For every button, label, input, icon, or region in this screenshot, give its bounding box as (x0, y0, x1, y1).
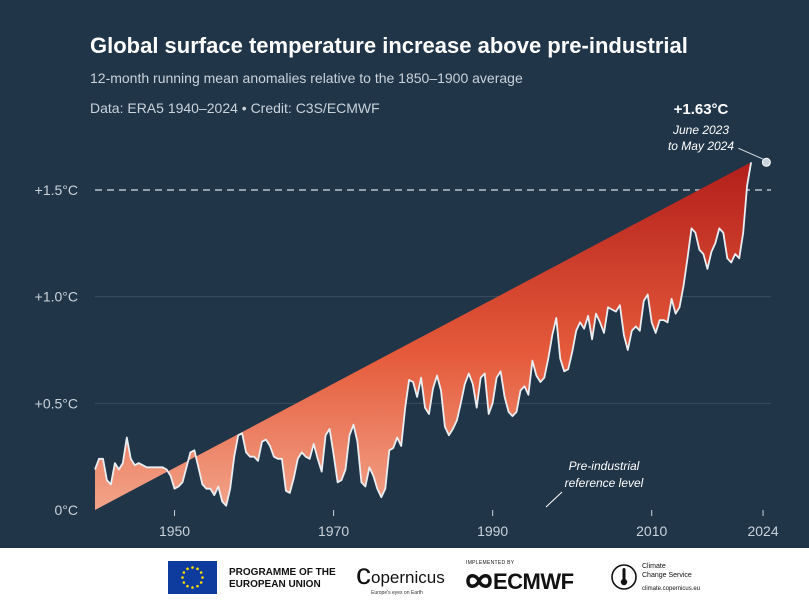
thermometer-globe-icon (611, 564, 637, 590)
copernicus-wordmark: opernicus (371, 568, 445, 587)
implemented-by-label: IMPLEMENTED BY (466, 560, 515, 566)
latest-period-line2: to May 2024 (668, 139, 734, 153)
y-tick-label: +1.5°C (35, 182, 78, 198)
eu-label-line1: PROGRAMME OF THE (229, 567, 336, 578)
eu-star-icon (182, 581, 186, 584)
chart-subtitle: 12-month running mean anomalies relative… (90, 70, 523, 86)
eu-star-icon (191, 586, 194, 589)
eu-star-icon (186, 584, 189, 588)
x-tick-label: 1950 (159, 523, 190, 539)
eu-star-icon (199, 571, 203, 574)
y-tick-label: +1.0°C (35, 289, 78, 305)
c3s-label-line1: Climate (642, 563, 666, 570)
c3s-url: climate.copernicus.eu (642, 586, 701, 592)
footer-logos: PROGRAMME OF THE EUROPEAN UNION c operni… (0, 548, 809, 608)
x-tick-label: 2024 (747, 523, 778, 539)
y-tick-label: 0°C (55, 502, 79, 518)
copernicus-tagline: Europe's eyes on Earth (371, 590, 423, 596)
temperature-chart: 0°C +0.5°C +1.0°C +1.5°C 1950 1970 1990 2010 202… (35, 101, 779, 539)
x-tick-label: 2010 (636, 523, 667, 539)
ecmwf-logo: IMPLEMENTED BY ECMWF (466, 560, 596, 600)
baseline-leader (545, 491, 563, 508)
data-source: Data: ERA5 1940–2024 • Credit: C3S/ECMWF (90, 100, 380, 116)
eu-star-icon (181, 576, 184, 579)
copernicus-c-glyph: c (356, 558, 371, 591)
eu-flag-icon (168, 561, 217, 594)
eu-star-icon (186, 567, 189, 571)
eu-label-line2: EUROPEAN UNION (229, 579, 321, 590)
latest-period-line1: June 2023 (672, 123, 729, 137)
baseline-label-line1: Pre-industrial (569, 459, 640, 473)
ecmwf-mark-icon (466, 574, 492, 588)
c3s-label-line2: Change Service (642, 572, 692, 579)
latest-value-marker (761, 157, 771, 167)
eu-star-icon (182, 571, 186, 574)
x-tick-label: 1970 (318, 523, 349, 539)
chart-title: Global surface temperature increase abov… (90, 33, 688, 58)
c3s-logo: Climate Change Service climate.copernicu… (610, 562, 720, 602)
temperature-area (95, 162, 752, 511)
eu-star-icon (196, 584, 199, 588)
latest-value-leader (738, 147, 764, 160)
baseline-label-line2: reference level (565, 476, 644, 490)
ecmwf-wordmark: ECMWF (493, 569, 574, 594)
eu-star-icon (199, 581, 203, 584)
eu-star-icon (201, 576, 204, 579)
eu-star-icon (191, 566, 194, 569)
y-tick-label: +0.5°C (35, 395, 78, 411)
temperature-series-line (94, 162, 752, 507)
copernicus-logo: c opernicus Europe's eyes on Earth (356, 560, 451, 600)
x-tick-label: 1990 (477, 523, 508, 539)
latest-value-label: +1.63°C (674, 101, 729, 118)
eu-star-icon (196, 567, 199, 571)
